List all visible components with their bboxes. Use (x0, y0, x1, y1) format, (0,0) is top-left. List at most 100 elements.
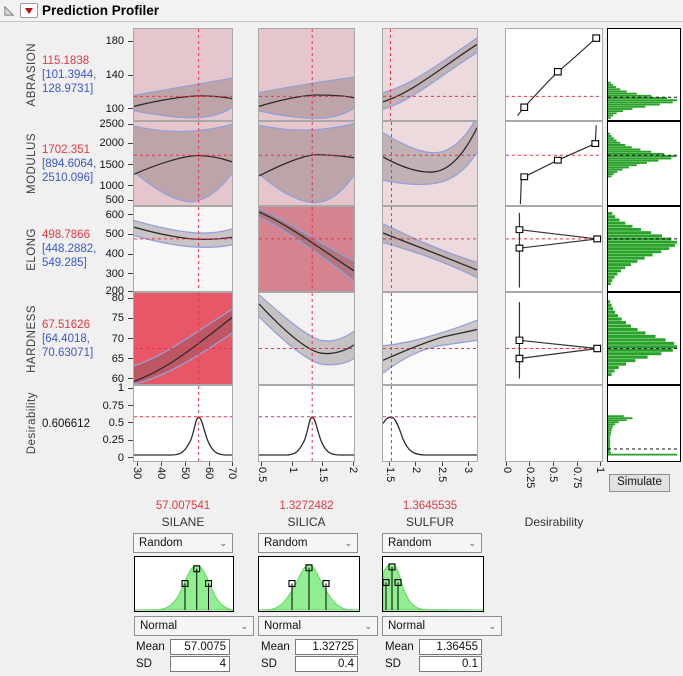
x-axis-tick-mark (231, 462, 233, 466)
random-dropdown-sulfur[interactable]: Random ⌄ (382, 533, 482, 553)
profiler-cell-abrasion-sulfur[interactable] (382, 28, 478, 121)
x-axis-tick-mark (599, 462, 601, 466)
confidence-interval-high: 128.9731] (42, 82, 94, 95)
desirability-function-elong[interactable] (505, 206, 603, 292)
y-axis-tick-label: 0.75 (102, 399, 124, 412)
response-row-modulus: MODULUS 1702.351 [894.6064, 2510.096] (0, 121, 96, 206)
x-axis-tick-label: 2.5 (436, 467, 449, 483)
y-axis-tick-mark (128, 405, 133, 407)
profiler-cell-desirability-sulfur[interactable] (382, 385, 478, 462)
random-dropdown-silane[interactable]: Random ⌄ (133, 533, 233, 553)
confidence-interval-high: 549.285] (42, 257, 87, 269)
profiler-cell-hardness-silane[interactable] (133, 292, 233, 385)
response-values: 115.1838 [101.3944, 128.9731] (42, 54, 96, 96)
x-axis-tick-mark (261, 462, 263, 466)
factor-value-sulfur[interactable]: 1.3645535 (402, 500, 458, 512)
y-axis-tick-label: 80 (111, 292, 124, 305)
dist-type-dropdown-silica[interactable]: Normal ⌄ (258, 616, 378, 636)
y-axis-tick-mark (128, 185, 133, 187)
dropdown-label: Random (264, 537, 308, 549)
x-axis-tick-label: 3 (462, 467, 475, 474)
y-axis-tick-label: 0.5 (108, 416, 124, 429)
red-triangle-menu-button[interactable] (20, 3, 38, 18)
predicted-value: 67.51626 (42, 318, 90, 331)
profiler-titlebar: Prediction Profiler (0, 0, 683, 22)
profiler-cell-abrasion-silica[interactable] (258, 28, 355, 121)
desirability-function-modulus[interactable] (505, 121, 603, 206)
dropdown-label: Random (388, 537, 432, 549)
dropdown-label: Normal (140, 620, 178, 632)
profiler-cell-desirability-silane[interactable] (133, 385, 233, 462)
y-axis-tick-mark (128, 123, 133, 125)
random-dropdown-silica[interactable]: Random ⌄ (258, 533, 358, 553)
profiler-cell-modulus-silane[interactable] (133, 121, 233, 206)
dist-type-dropdown-sulfur[interactable]: Normal ⌄ (382, 616, 502, 636)
x-axis-tick-label: 0.75 (571, 467, 584, 489)
mean-label: Mean (261, 641, 290, 653)
factor-value-silica[interactable]: 1.3272482 (279, 500, 334, 512)
y-axis-tick-label: 65 (111, 352, 124, 365)
x-axis-tick-label: 1.5 (316, 467, 329, 483)
x-axis-tick-mark (506, 462, 508, 466)
response-name: Desirability (26, 392, 38, 455)
x-axis-tick-mark (208, 462, 210, 466)
distribution-plot-sulfur[interactable] (382, 556, 484, 612)
profiler-cell-elong-silane[interactable] (133, 206, 233, 292)
sd-input-sulfur[interactable]: 0.1 (419, 656, 482, 672)
chevron-down-icon: ⌄ (240, 620, 248, 631)
response-row-abrasion: ABRASION 115.1838 [101.3944, 128.9731] (0, 28, 96, 121)
confidence-interval-low: [64.4018, (42, 332, 90, 345)
y-axis-tick-label: 500 (105, 194, 124, 207)
simulate-button[interactable]: Simulate (609, 474, 670, 492)
sd-input-silica[interactable]: 0.4 (295, 656, 358, 672)
y-axis-tick-mark (128, 74, 133, 76)
profiler-cell-hardness-sulfur[interactable] (382, 292, 478, 385)
x-axis-tick-mark (467, 462, 469, 466)
x-axis-tick-label: 2 (347, 467, 360, 474)
x-axis-tick-label: 30 (131, 467, 143, 480)
mean-input-sulfur[interactable]: 1.36455 (419, 639, 482, 655)
chevron-down-icon: ⌄ (364, 620, 372, 631)
x-axis-tick-mark (352, 462, 354, 466)
profiler-cell-elong-sulfur[interactable] (382, 206, 478, 292)
x-axis-tick-mark (529, 462, 531, 466)
profiler-cell-hardness-silica[interactable] (258, 292, 355, 385)
dropdown-label: Normal (388, 620, 426, 632)
desirability-function-abrasion[interactable] (505, 28, 603, 121)
y-axis-tick-label: 200 (105, 285, 124, 298)
y-axis-tick-label: 0 (117, 451, 124, 464)
x-axis-tick-label: 0.25 (523, 467, 536, 489)
predicted-value: 498.7866 (42, 229, 90, 241)
y-axis-tick-mark (128, 164, 133, 166)
profiler-cell-abrasion-silane[interactable] (133, 28, 233, 121)
mean-input-silane[interactable]: 57.0075 (170, 639, 230, 655)
profiler-cell-modulus-silica[interactable] (258, 121, 355, 206)
dist-type-dropdown-silane[interactable]: Normal ⌄ (134, 616, 254, 636)
profiler-cell-desirability-silica[interactable] (258, 385, 355, 462)
mean-input-silica[interactable]: 1.32725 (295, 639, 358, 655)
y-axis-tick-mark (128, 233, 133, 235)
disclosure-triangle-icon[interactable] (3, 4, 16, 17)
distribution-plot-silica[interactable] (258, 556, 360, 612)
y-axis-tick-mark (128, 108, 133, 110)
response-values: 67.51626 [64.4018, 70.63071] (42, 318, 93, 360)
chevron-down-icon: ⌄ (488, 620, 496, 631)
y-axis-tick-mark (128, 297, 133, 299)
profiler-cell-modulus-sulfur[interactable] (382, 121, 478, 206)
factor-value-silane[interactable]: 57.007541 (155, 500, 211, 512)
sd-label: SD (385, 658, 401, 670)
desirability-function-hardness[interactable] (505, 292, 603, 385)
response-name: HARDNESS (26, 304, 38, 373)
y-axis-tick-label: 70 (111, 332, 124, 345)
x-axis-tick-mark (292, 462, 294, 466)
simulation-histogram-modulus (607, 121, 681, 206)
profiler-cell-elong-silica[interactable] (258, 206, 355, 292)
distribution-plot-silane[interactable] (134, 556, 234, 612)
factor-name-silane: SILANE (161, 515, 205, 529)
response-values: 498.7866 [448.2882, 549.285] (42, 228, 96, 270)
y-axis-tick-mark (128, 40, 133, 42)
simulation-histogram-desirability (607, 385, 681, 462)
desirability-function-desirability[interactable] (505, 385, 603, 462)
sd-input-silane[interactable]: 4 (170, 656, 230, 672)
